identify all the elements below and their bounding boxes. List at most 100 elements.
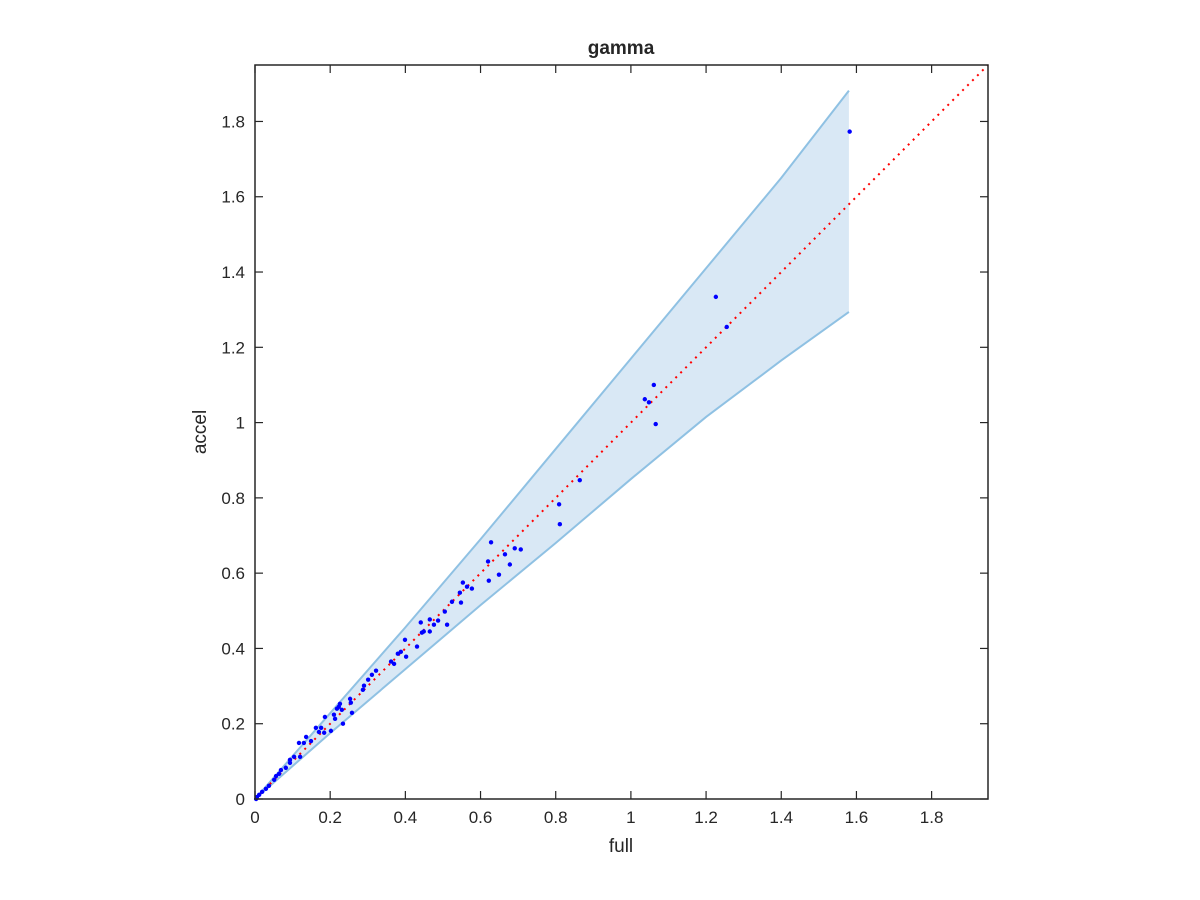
point — [349, 710, 355, 716]
point — [373, 668, 379, 673]
point — [435, 618, 441, 623]
y-tick-label: 0.4 — [221, 639, 245, 658]
point — [507, 562, 513, 567]
point — [328, 728, 334, 734]
point — [391, 661, 397, 667]
axes-box — [254, 64, 989, 800]
point — [308, 738, 314, 744]
point — [388, 659, 394, 664]
point — [414, 644, 420, 649]
x-tick-label: 1.4 — [769, 808, 793, 827]
point — [303, 734, 309, 740]
point — [488, 540, 494, 545]
point — [332, 716, 338, 722]
point — [331, 712, 337, 717]
point — [469, 586, 475, 591]
point — [444, 622, 450, 627]
point — [334, 706, 340, 711]
chart-title: gamma — [588, 38, 655, 59]
point — [419, 630, 425, 635]
point — [318, 725, 324, 731]
point — [485, 559, 491, 564]
x-tick-label: 1.2 — [694, 808, 718, 827]
point — [642, 397, 648, 402]
point — [502, 552, 508, 557]
point — [395, 651, 401, 656]
point — [556, 502, 562, 507]
point — [653, 421, 658, 427]
point — [369, 672, 375, 677]
point — [278, 767, 284, 773]
x-tick-label: 0 — [250, 808, 259, 827]
point — [713, 294, 719, 300]
point — [646, 400, 652, 405]
point — [259, 789, 265, 795]
point — [557, 522, 563, 527]
point — [496, 572, 502, 577]
point — [263, 786, 269, 792]
x-tick-label: 0.8 — [544, 808, 568, 827]
point — [271, 777, 277, 783]
point — [361, 683, 367, 688]
point — [322, 714, 328, 720]
point — [360, 687, 366, 693]
point — [431, 622, 437, 627]
point — [296, 740, 302, 746]
y-tick-label: 0.2 — [221, 715, 245, 734]
y-tick-label: 1.8 — [221, 112, 245, 131]
point — [287, 760, 293, 766]
point — [347, 696, 353, 702]
y-axis-label: accel — [190, 410, 211, 454]
point — [449, 599, 455, 604]
point — [316, 729, 322, 735]
point — [847, 129, 852, 134]
y-tick-label: 1.6 — [221, 188, 245, 207]
point — [460, 580, 466, 585]
x-axis-label: full — [609, 836, 633, 857]
band-edge-lower — [254, 311, 850, 800]
point — [365, 677, 371, 682]
point — [283, 765, 289, 770]
point — [321, 730, 327, 735]
point — [651, 382, 657, 388]
y-tick-label: 0.6 — [221, 564, 245, 583]
y-tick-label: 1 — [236, 414, 245, 433]
point — [348, 700, 354, 705]
point — [577, 477, 582, 483]
y-tick-label: 0 — [236, 790, 245, 809]
x-tick-label: 0.4 — [394, 808, 418, 827]
point — [427, 629, 432, 634]
point — [297, 754, 303, 760]
y-tick-label: 1.4 — [221, 263, 245, 282]
point — [418, 620, 423, 625]
x-tick-label: 0.6 — [469, 808, 493, 827]
x-tick-label: 1.8 — [920, 808, 944, 827]
point — [402, 637, 408, 642]
x-tick-label: 0.2 — [318, 808, 342, 827]
point — [273, 773, 279, 779]
x-tick-label: 1 — [626, 808, 635, 827]
point — [287, 757, 293, 763]
x-tick-label: 1.6 — [845, 808, 869, 827]
point — [313, 725, 319, 731]
point — [340, 721, 346, 726]
point — [486, 578, 492, 583]
point — [464, 584, 470, 589]
point — [403, 654, 409, 659]
point — [276, 771, 282, 776]
y-tick-label: 0.8 — [221, 489, 245, 508]
point — [301, 740, 307, 746]
point — [512, 546, 517, 551]
reference-line — [254, 64, 989, 800]
point — [291, 754, 297, 760]
point — [442, 609, 448, 614]
point — [339, 707, 345, 712]
point — [518, 547, 523, 552]
point — [458, 600, 464, 605]
point — [427, 617, 432, 622]
point — [457, 590, 463, 595]
y-tick-label: 1.2 — [221, 338, 245, 357]
point — [266, 783, 272, 789]
band-edge-upper — [254, 89, 850, 800]
